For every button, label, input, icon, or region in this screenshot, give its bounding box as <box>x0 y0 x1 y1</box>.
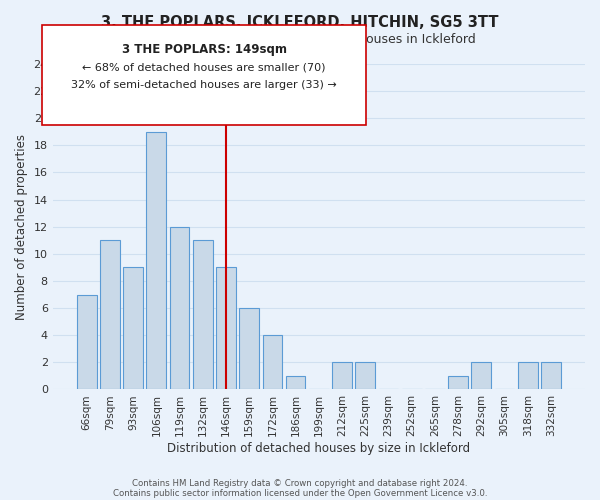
Text: ← 68% of detached houses are smaller (70): ← 68% of detached houses are smaller (70… <box>82 62 326 72</box>
Bar <box>263 335 282 390</box>
Bar <box>286 376 305 390</box>
Text: Size of property relative to detached houses in Ickleford: Size of property relative to detached ho… <box>124 32 476 46</box>
Bar <box>193 240 212 390</box>
Bar <box>518 362 538 390</box>
Text: 3, THE POPLARS, ICKLEFORD, HITCHIN, SG5 3TT: 3, THE POPLARS, ICKLEFORD, HITCHIN, SG5 … <box>101 15 499 30</box>
Bar <box>355 362 375 390</box>
Bar <box>216 268 236 390</box>
Bar <box>123 268 143 390</box>
Bar <box>472 362 491 390</box>
Text: 32% of semi-detached houses are larger (33) →: 32% of semi-detached houses are larger (… <box>71 80 337 90</box>
Text: Contains public sector information licensed under the Open Government Licence v3: Contains public sector information licen… <box>113 488 487 498</box>
Bar <box>332 362 352 390</box>
Bar <box>170 226 190 390</box>
X-axis label: Distribution of detached houses by size in Ickleford: Distribution of detached houses by size … <box>167 442 470 455</box>
Bar <box>541 362 561 390</box>
Bar <box>77 294 97 390</box>
Text: 3 THE POPLARS: 149sqm: 3 THE POPLARS: 149sqm <box>122 42 287 56</box>
Y-axis label: Number of detached properties: Number of detached properties <box>15 134 28 320</box>
Text: Contains HM Land Registry data © Crown copyright and database right 2024.: Contains HM Land Registry data © Crown c… <box>132 478 468 488</box>
Bar <box>448 376 468 390</box>
Bar <box>239 308 259 390</box>
Bar <box>146 132 166 390</box>
Bar <box>100 240 120 390</box>
